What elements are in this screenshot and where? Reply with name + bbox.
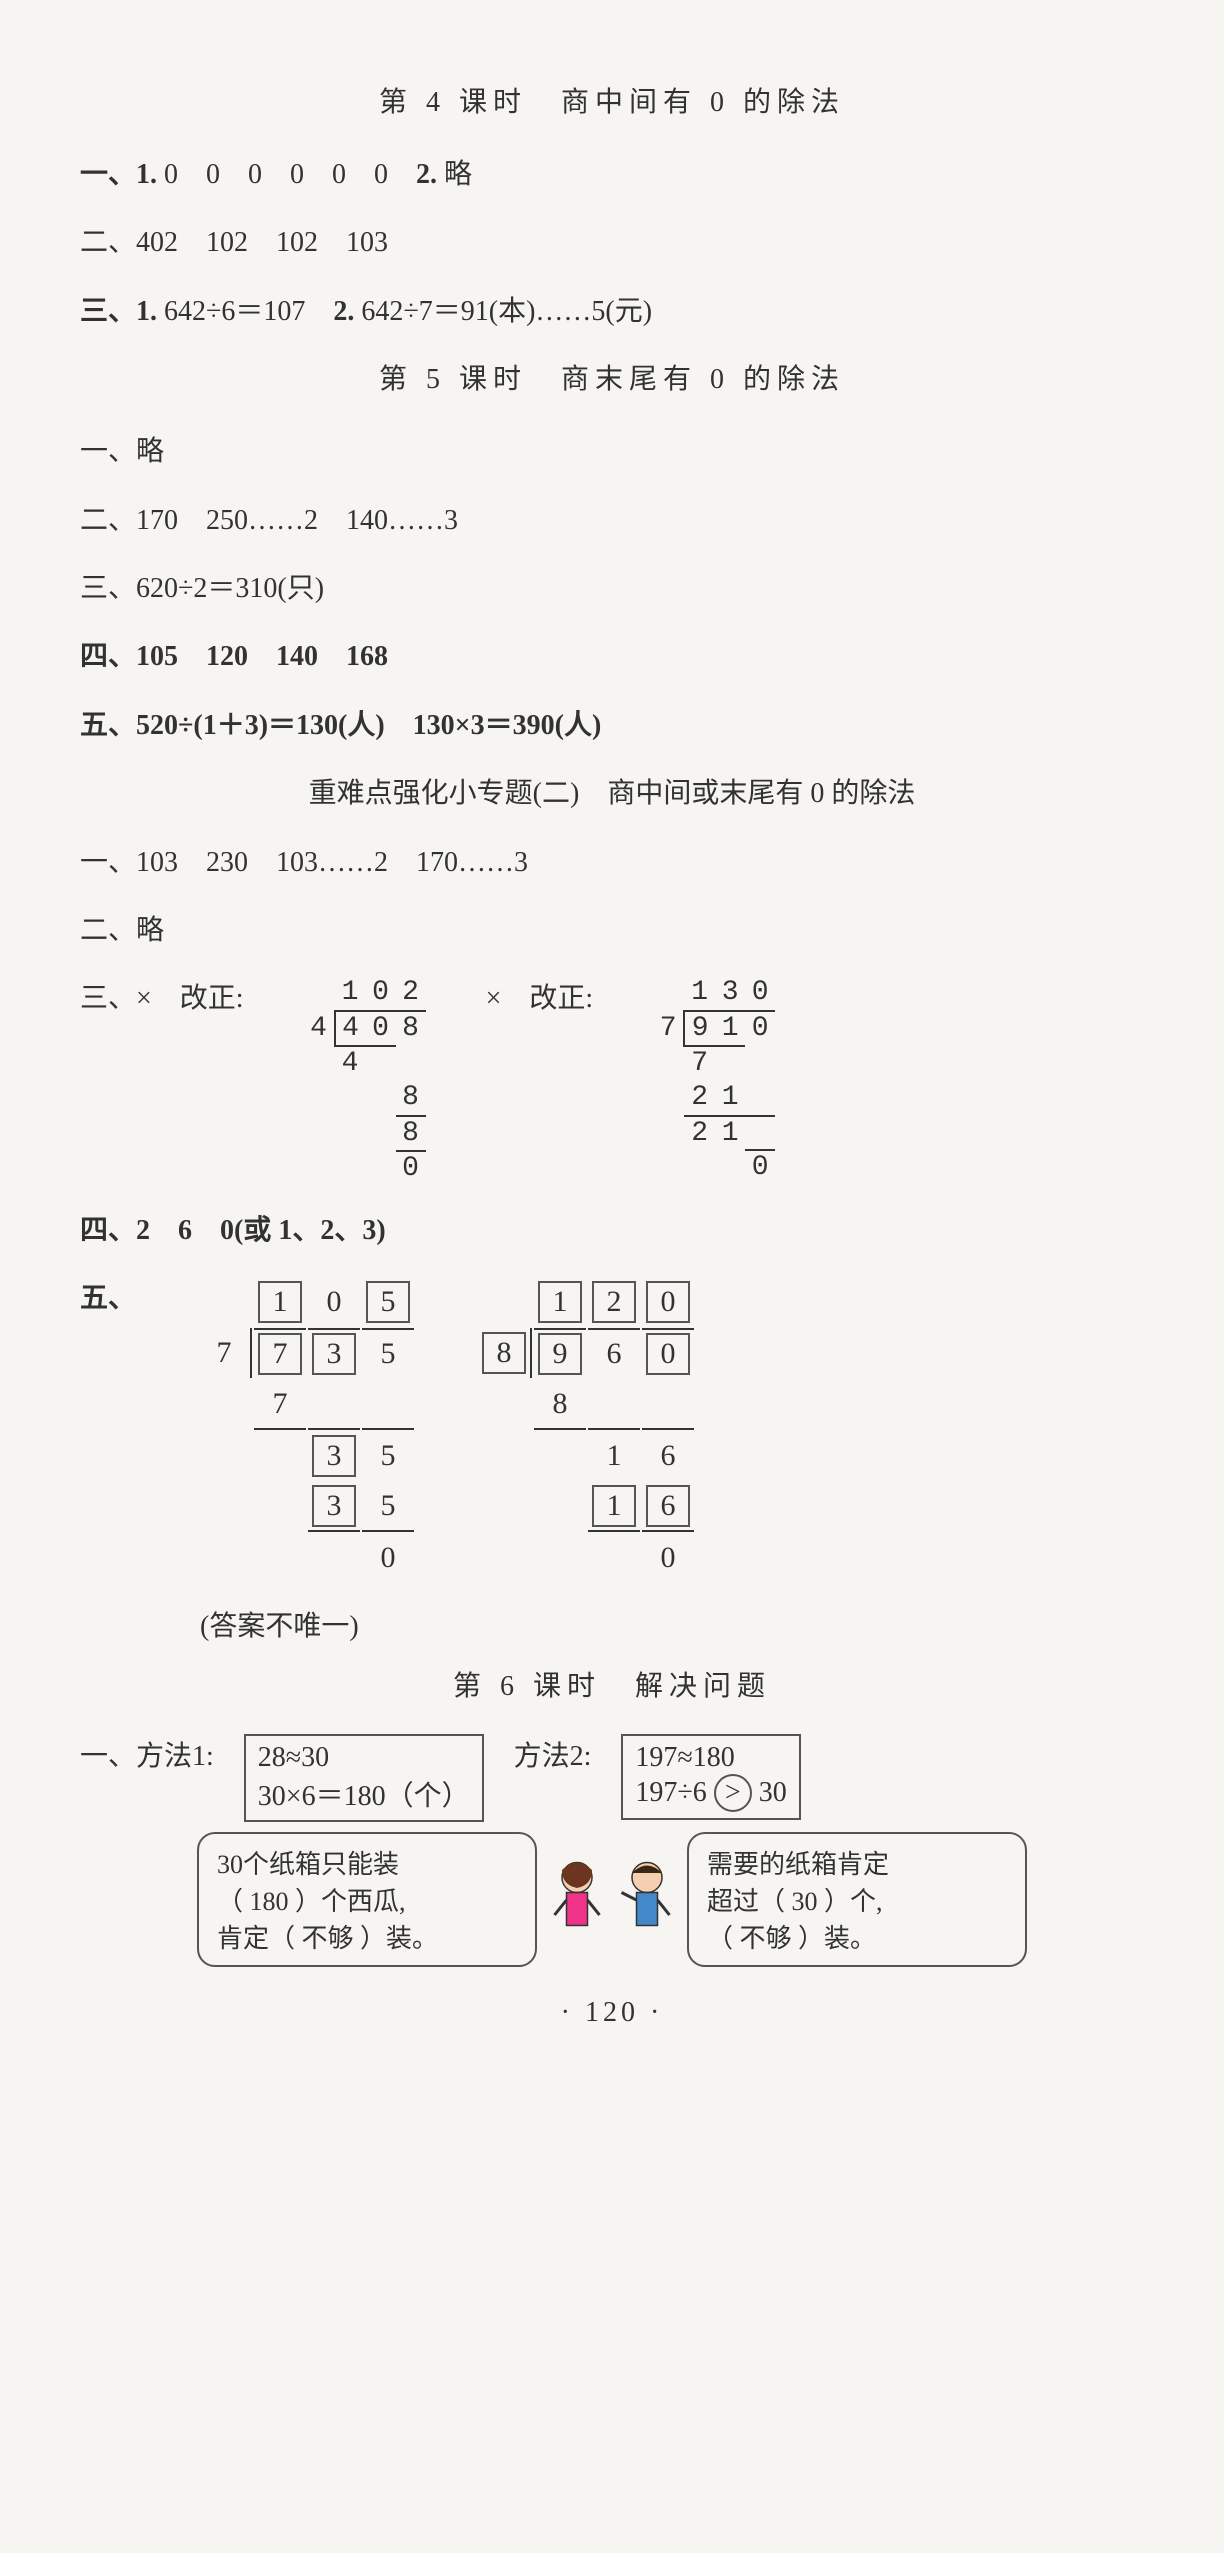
s2c: （ 不够 ）装。 bbox=[707, 1918, 1007, 1955]
b2-q1: 2 bbox=[592, 1281, 636, 1323]
ld1-r12: 8 bbox=[396, 1081, 426, 1116]
ld1-d2: 8 bbox=[396, 1011, 426, 1047]
lesson4-title: 第 4 课时 商中间有 0 的除法 bbox=[80, 80, 1144, 120]
h-q1: 一、103 230 103……2 170……3 bbox=[80, 838, 1144, 888]
b2-q0: 1 bbox=[538, 1281, 582, 1323]
boxdiv-2: 120 8960 8 16 16 0 bbox=[476, 1276, 696, 1584]
method2-box: 197≈180 197÷6 > 30 bbox=[621, 1734, 800, 1820]
l5-q1: 一、略 bbox=[80, 427, 1144, 477]
l4-q2: 二、402 102 102 103 bbox=[80, 218, 1144, 268]
b1-r32: 5 bbox=[362, 1432, 414, 1480]
girl-icon bbox=[547, 1855, 607, 1945]
h-q5-label: 五、 bbox=[80, 1276, 136, 1316]
longdiv-2: 130 7910 7 21 21 0 bbox=[653, 976, 775, 1185]
l5-q3: 三、620÷2＝310(只) bbox=[80, 564, 1144, 614]
page-number: · 120 · bbox=[80, 1997, 1144, 2029]
h-q3-prefix: 三、× 改正: bbox=[80, 976, 244, 1016]
ld2-r32: 0 bbox=[745, 1150, 775, 1185]
ld1-q1: 0 bbox=[366, 976, 396, 1011]
m2-l2: 197÷6 > 30 bbox=[635, 1774, 786, 1812]
ld2-r20: 2 bbox=[684, 1116, 715, 1151]
b1-d0: 7 bbox=[258, 1333, 302, 1375]
b2-d2: 0 bbox=[646, 1333, 690, 1375]
l5-q4: 四、105 120 140 168 bbox=[80, 632, 1144, 682]
lesson5-title: 第 5 课时 商末尾有 0 的除法 bbox=[80, 357, 1144, 397]
speech-bubble-1: 30个纸箱只能装 （ 180 ）个西瓜, 肯定（ 不够 ）装。 bbox=[197, 1832, 537, 1967]
speech-row: 30个纸箱只能装 （ 180 ）个西瓜, 肯定（ 不够 ）装。 需要的纸箱肯定 … bbox=[80, 1832, 1144, 1967]
ld2-d1: 1 bbox=[715, 1011, 745, 1047]
b1-d2: 5 bbox=[362, 1328, 414, 1378]
b2-divisor: 8 bbox=[482, 1332, 526, 1374]
b2-d1: 6 bbox=[588, 1328, 640, 1378]
b2-d0: 9 bbox=[538, 1333, 582, 1375]
b1-divisor: 7 bbox=[198, 1328, 252, 1378]
b1-q1: 0 bbox=[308, 1278, 360, 1326]
l4-q3: 三、1. 642÷6＝107 2. 642÷7＝91(本)……5(元) bbox=[80, 287, 1144, 337]
h-q5-row: 五、 105 7735 7 35 35 0 120 8960 8 16 16 0 bbox=[80, 1276, 1144, 1584]
b2-q2: 0 bbox=[646, 1281, 690, 1323]
ld1-r00: 4 bbox=[335, 1046, 366, 1081]
m1-l1: 28≈30 bbox=[258, 1742, 470, 1774]
b1-r31: 3 bbox=[312, 1435, 356, 1477]
boxdiv-1: 105 7735 7 35 35 0 bbox=[196, 1276, 416, 1584]
l5-q2: 二、170 250……2 140……3 bbox=[80, 496, 1144, 546]
method1-box: 28≈30 30×6＝180（个） bbox=[244, 1734, 484, 1822]
b1-q2: 5 bbox=[366, 1281, 410, 1323]
ld2-q1: 3 bbox=[715, 976, 745, 1011]
b1-r42: 5 bbox=[362, 1482, 414, 1532]
b1-r20: 7 bbox=[254, 1380, 306, 1430]
lesson6-title: 第 6 课时 解决问题 bbox=[80, 1664, 1144, 1704]
h-q2: 二、略 bbox=[80, 906, 1144, 956]
ld2-q0: 1 bbox=[684, 976, 715, 1011]
ld2-d2: 0 bbox=[745, 1011, 775, 1047]
b2-r31: 1 bbox=[588, 1432, 640, 1480]
s1a: 30个纸箱只能装 bbox=[217, 1844, 517, 1881]
b1-d1: 3 bbox=[312, 1333, 356, 1375]
boy-icon bbox=[617, 1855, 677, 1945]
s2a: 需要的纸箱肯定 bbox=[707, 1844, 1007, 1881]
l6-m1-label: 一、方法1: bbox=[80, 1734, 214, 1774]
l5-q5: 五、520÷(1＋3)＝130(人) 130×3＝390(人) bbox=[80, 701, 1144, 751]
b1-r52: 0 bbox=[362, 1534, 414, 1582]
b2-r20: 8 bbox=[534, 1380, 586, 1430]
l4-q1: 一、1.一、1. 0 0 0 0 0 0 2. 略 0 0 0 0 0 0 2.… bbox=[80, 150, 1144, 200]
h-q3-mid: × 改正: bbox=[486, 976, 594, 1016]
ld2-q2: 0 bbox=[745, 976, 775, 1011]
b2-r32: 6 bbox=[642, 1432, 694, 1480]
s2b: 超过（ 30 ）个, bbox=[707, 1881, 1007, 1918]
b1-q0: 1 bbox=[258, 1281, 302, 1323]
ld1-d1: 0 bbox=[366, 1011, 396, 1047]
s1c: 肯定（ 不够 ）装。 bbox=[217, 1918, 517, 1955]
s1b: （ 180 ）个西瓜, bbox=[217, 1881, 517, 1918]
ld2-r21: 1 bbox=[715, 1116, 745, 1151]
ld2-divisor: 7 bbox=[653, 1011, 684, 1047]
l6-m2-label: 方法2: bbox=[514, 1734, 592, 1774]
ld2-r11: 1 bbox=[715, 1081, 745, 1116]
ld1-q0: 1 bbox=[335, 976, 366, 1011]
b1-r41: 3 bbox=[312, 1485, 356, 1527]
l6-methods: 一、方法1: 28≈30 30×6＝180（个） 方法2: 197≈180 19… bbox=[80, 1734, 1144, 1822]
ld1-d0: 4 bbox=[335, 1011, 366, 1047]
ld1-r22: 8 bbox=[396, 1116, 426, 1152]
h-q3-row: 三、× 改正: 102 4408 4 8 8 0 × 改正: 130 7910 … bbox=[80, 976, 1144, 1186]
longdiv-1: 102 4408 4 8 8 0 bbox=[304, 976, 426, 1186]
m2-op-circle: > bbox=[714, 1774, 752, 1812]
m2-l2a: 197÷6 bbox=[635, 1777, 706, 1808]
h-note: (答案不唯一) bbox=[200, 1604, 1144, 1644]
b2-r41: 1 bbox=[592, 1485, 636, 1527]
m2-l1: 197≈180 bbox=[635, 1742, 786, 1774]
ld1-r32: 0 bbox=[396, 1151, 426, 1186]
b2-r42: 6 bbox=[646, 1485, 690, 1527]
hard-title: 重难点强化小专题(二) 商中间或末尾有 0 的除法 bbox=[80, 769, 1144, 819]
m2-l2b: 30 bbox=[759, 1777, 787, 1808]
m1-l2: 30×6＝180（个） bbox=[258, 1774, 470, 1814]
h-q4: 四、2 6 0(或 1、2、3) bbox=[80, 1206, 1144, 1256]
ld2-r00: 7 bbox=[684, 1046, 715, 1081]
speech-bubble-2: 需要的纸箱肯定 超过（ 30 ）个, （ 不够 ）装。 bbox=[687, 1832, 1027, 1967]
ld1-divisor: 4 bbox=[304, 1011, 335, 1047]
ld2-r10: 2 bbox=[684, 1081, 715, 1116]
b2-r52: 0 bbox=[642, 1534, 694, 1582]
ld1-q2: 2 bbox=[396, 976, 426, 1011]
ld2-d0: 9 bbox=[684, 1011, 715, 1047]
